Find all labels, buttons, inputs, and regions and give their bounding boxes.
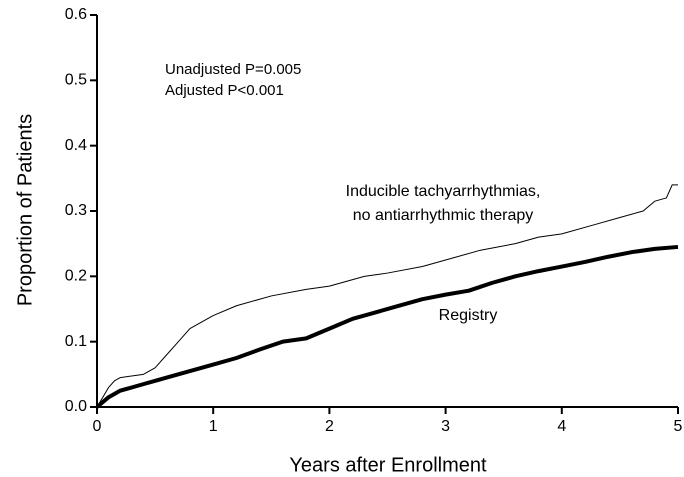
annotation: Unadjusted P=0.005 <box>165 61 301 78</box>
x-axis-title: Years after Enrollment <box>289 454 487 476</box>
x-tick-label: 5 <box>674 418 683 435</box>
y-tick-label: 0.5 <box>65 72 87 89</box>
series-line <box>96 184 678 408</box>
series-label: Inducible tachyarrhythmias, no antiarrhy… <box>345 183 541 224</box>
series-label: Registry <box>438 307 498 324</box>
y-tick-label: 0.4 <box>65 137 87 154</box>
y-tick-label: 0.2 <box>65 268 87 285</box>
y-tick-label: 0.1 <box>65 333 87 350</box>
annotation: Adjusted P<0.001 <box>165 82 284 99</box>
y-tick-label: 0.6 <box>65 6 87 23</box>
x-tick-label: 0 <box>93 418 102 435</box>
x-tick-label: 4 <box>557 418 566 435</box>
series-line <box>95 244 679 409</box>
x-tick-label: 1 <box>209 418 218 435</box>
y-axis-title: Proportion of Patients <box>14 114 36 306</box>
y-tick-label: 0.0 <box>65 398 87 415</box>
x-tick-label: 2 <box>325 418 334 435</box>
y-tick-label: 0.3 <box>65 202 87 219</box>
x-tick-label: 3 <box>441 418 450 435</box>
